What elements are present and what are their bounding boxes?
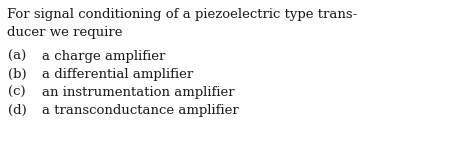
Text: (d): (d) (8, 104, 27, 117)
Text: (a): (a) (8, 50, 26, 63)
Text: For signal conditioning of a piezoelectric type trans-: For signal conditioning of a piezoelectr… (7, 8, 357, 21)
Text: a transconductance amplifier: a transconductance amplifier (42, 104, 239, 117)
Text: (c): (c) (8, 86, 26, 99)
Text: a charge amplifier: a charge amplifier (42, 50, 166, 63)
Text: a differential amplifier: a differential amplifier (42, 68, 193, 81)
Text: (b): (b) (8, 68, 27, 81)
Text: ducer we require: ducer we require (7, 26, 122, 39)
Text: an instrumentation amplifier: an instrumentation amplifier (42, 86, 234, 99)
